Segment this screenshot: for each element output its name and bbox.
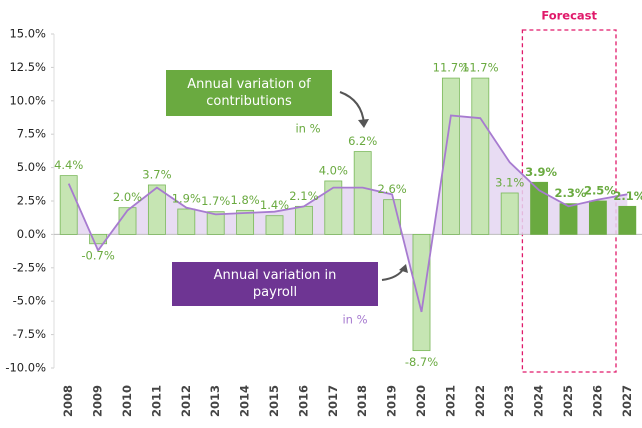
data-label: 1.4% [260,198,289,212]
x-tick-label: 2016 [296,385,310,417]
bar [471,77,490,235]
contributions-box [166,70,332,116]
y-tick-label: 7.5% [17,127,46,141]
x-tick-label: 2008 [61,385,75,417]
payroll-box-text: Annual variation in payroll [213,268,337,300]
x-tick-label: 2022 [473,385,487,417]
bar [412,233,431,352]
x-tick-label: 2012 [179,385,193,417]
bar [500,192,519,235]
x-tick-label: 2014 [238,385,252,417]
bar [206,211,225,235]
data-label: 11.7% [462,61,499,75]
x-tick-label: 2017 [326,385,340,417]
data-label: 3.1% [495,175,524,189]
y-tick-label: 0.0% [17,227,46,241]
data-label: 2.3% [555,186,587,200]
bar [177,208,196,235]
data-label: 2.1% [289,189,318,203]
data-label: 2.6% [377,182,406,196]
data-label: 2.0% [113,190,142,204]
annotations: Annual variation of contributions in % A… [166,70,408,327]
y-tick-label: 5.0% [17,160,46,174]
x-tick-label: 2009 [91,385,105,417]
x-tick-label: 2027 [620,385,634,417]
y-tick-label: 15.0% [9,27,46,41]
bar [530,181,549,235]
x-tick-label: 2011 [149,385,163,417]
y-tick-label: 12.5% [9,60,46,74]
data-label: 3.7% [142,167,171,181]
data-label: 1.8% [230,193,259,207]
payroll-line [67,114,628,313]
bar [236,209,255,235]
bar [618,205,637,235]
data-label: 4.0% [319,163,348,177]
arrow-head [399,264,408,273]
y-tick-label: -5.0% [13,294,46,308]
x-tick-label: 2013 [208,385,222,417]
bar [294,205,313,235]
bar [265,215,284,235]
data-label: 3.9% [525,165,557,179]
payroll-unit: in % [342,313,367,327]
data-label: 1.9% [172,192,201,206]
x-tick-label: 2023 [502,385,516,417]
payroll-label: Annual variation in payroll [213,268,337,300]
x-tick-label: 2020 [414,385,428,417]
x-tick-label: 2024 [532,385,546,417]
arrow-head [358,119,369,128]
x-tick-label: 2025 [561,385,575,417]
x-tick-label: 2015 [267,385,281,417]
y-tick-label: 10.0% [9,93,46,107]
x-tick-label: 2018 [355,385,369,417]
data-label: 6.2% [348,134,377,148]
y-tick-label: -10.0% [5,361,46,375]
contributions-unit: in % [295,122,320,136]
data-label: 11.7% [433,61,470,75]
y-tick-label: -2.5% [13,260,46,274]
data-label: 1.7% [201,194,230,208]
x-tick-label: 2010 [120,385,134,417]
x-tick-label: 2021 [443,385,457,417]
x-tick-label: 2026 [590,385,604,417]
data-label: 2.1% [613,189,642,203]
y-tick-label: -7.5% [13,327,46,341]
payroll-box [172,262,378,306]
data-label: -8.7% [405,355,438,369]
contributions-label: Annual variation of contributions [187,77,311,109]
bar [324,180,343,235]
bar [441,77,460,235]
bar [588,200,607,235]
data-label: -0.7% [81,248,114,262]
contributions-box-text: Annual variation of contributions [187,77,311,109]
arrow [339,91,365,125]
data-label: 2.5% [584,184,616,198]
y-tick-label: 2.5% [17,194,46,208]
x-tick-label: 2019 [385,385,399,417]
bar [559,203,578,235]
bar [353,151,372,235]
data-label: 4.4% [54,158,83,172]
bar [147,184,166,235]
forecast-label: Forecast [541,9,597,23]
